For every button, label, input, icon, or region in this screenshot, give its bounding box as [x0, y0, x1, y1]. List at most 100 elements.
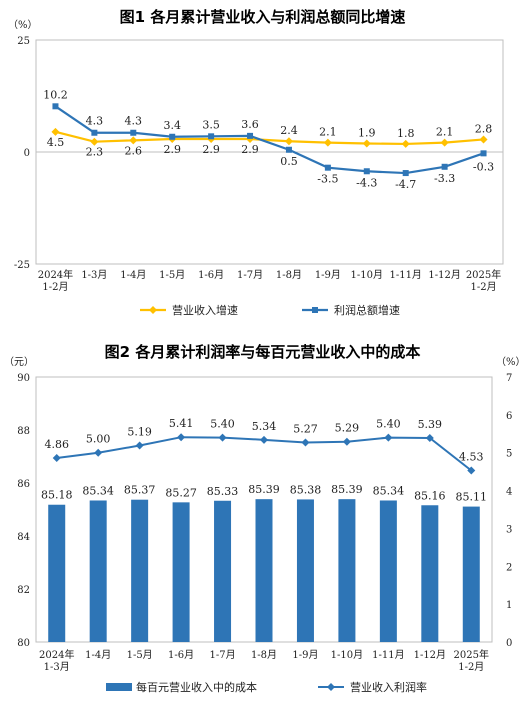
data-label-margin: 5.29 — [335, 422, 360, 435]
data-label-margin: 5.41 — [169, 417, 194, 430]
x-tick-label: 1-12月 — [428, 269, 460, 281]
data-point-profit — [247, 132, 254, 139]
data-label-cost: 85.33 — [207, 485, 239, 498]
data-label-margin: 4.86 — [44, 438, 69, 451]
data-label-profit: 3.6 — [241, 118, 259, 131]
data-point-revenue — [362, 139, 371, 148]
data-point-revenue — [51, 127, 60, 136]
bar-cost — [296, 499, 314, 642]
data-point-profit — [402, 170, 409, 177]
data-label-revenue: 2.1 — [436, 126, 454, 139]
data-label-profit: 3.4 — [163, 119, 181, 132]
data-point-profit — [324, 164, 331, 171]
data-label-cost: 85.16 — [414, 489, 446, 502]
y-tick-label-right: 1 — [506, 600, 512, 611]
data-point-revenue — [401, 139, 410, 148]
data-point-profit — [208, 133, 215, 140]
x-tick-label: 1-4月 — [85, 649, 111, 661]
legend-marker-margin — [327, 683, 335, 691]
y-tick-label-right: 6 — [506, 411, 512, 422]
x-tick-label: 2025年 1-2月 — [466, 268, 501, 293]
x-tick-label: 1-9月 — [315, 269, 341, 281]
y-tick-label-right: 4 — [506, 487, 512, 498]
data-label-revenue: 4.5 — [47, 136, 65, 149]
x-tick-label: 1-9月 — [292, 649, 318, 661]
x-tick-label: 2024年 1-2月 — [38, 268, 73, 293]
data-label-profit: -4.3 — [356, 176, 377, 189]
x-tick-label: 1-4月 — [120, 269, 146, 281]
chart-title: 图2 各月累计利润率与每百元营业收入中的成本 — [104, 343, 421, 361]
bar-cost — [214, 500, 232, 642]
y-tick-label: 25 — [17, 36, 30, 47]
data-label-profit: 10.2 — [43, 88, 68, 101]
data-label-cost: 85.34 — [82, 484, 114, 497]
bar-cost — [172, 502, 190, 642]
data-point-margin — [425, 433, 434, 442]
x-tick-label: 1-7月 — [209, 649, 235, 661]
y-tick-label-left: 86 — [17, 479, 30, 490]
x-tick-label: 1-5月 — [159, 269, 185, 281]
figure-2: 图2 各月累计利润率与每百元营业收入中的成本 （元） （%） 90 88 86 84 82 8… — [0, 335, 525, 703]
data-label-revenue: 2.9 — [241, 143, 259, 156]
data-point-margin — [218, 433, 227, 442]
data-label-profit: -0.3 — [473, 160, 494, 173]
legend-swatch-cost — [106, 683, 132, 691]
x-tick-label: 1-10月 — [331, 649, 363, 661]
bar-cost — [338, 499, 356, 642]
x-tick-label: 1-6月 — [168, 649, 194, 661]
data-label-cost: 85.39 — [248, 483, 280, 496]
data-point-margin — [384, 433, 393, 442]
data-point-profit — [91, 129, 98, 136]
legend-label-cost: 每百元营业收入中的成本 — [136, 680, 257, 694]
data-point-profit — [285, 146, 292, 153]
data-point-margin — [52, 454, 61, 463]
y-axis-label-left: （元） — [4, 356, 34, 368]
legend-label-revenue: 营业收入增速 — [172, 303, 238, 317]
x-tick-label: 1-3月 — [81, 269, 107, 281]
y-tick-label-right: 5 — [506, 449, 512, 460]
x-tick-label: 1-5月 — [127, 649, 153, 661]
data-point-margin — [135, 441, 144, 450]
legend-label-profit: 利润总额增速 — [334, 303, 400, 317]
figure-1: 图1 各月累计营业收入与利润总额同比增速 （%） 25 0 -25 2024年 1-2月 1… — [0, 0, 525, 330]
series-line-revenue — [55, 130, 484, 146]
data-point-margin — [94, 448, 103, 457]
data-point-revenue — [440, 138, 449, 147]
y-tick-label-left: 84 — [17, 532, 30, 543]
chart-title: 图1 各月累计营业收入与利润总额同比增速 — [119, 8, 406, 26]
data-label-revenue: 2.3 — [86, 146, 104, 159]
data-label-cost: 85.37 — [124, 484, 156, 497]
bar-cost — [379, 500, 397, 642]
data-point-profit — [480, 150, 487, 157]
bar-cost — [421, 505, 439, 642]
data-label-margin: 5.39 — [418, 418, 443, 431]
x-tick-label: 1-11月 — [372, 649, 404, 661]
data-point-profit — [441, 163, 448, 170]
x-tick-label: 1-11月 — [389, 269, 421, 281]
data-point-revenue — [323, 138, 332, 147]
data-point-profit — [363, 168, 370, 175]
bar-cost — [131, 499, 149, 642]
data-label-margin: 5.40 — [210, 418, 235, 431]
data-label-revenue: 2.8 — [475, 122, 493, 135]
data-label-cost: 85.34 — [373, 484, 405, 497]
data-label-cost: 85.39 — [331, 483, 363, 496]
data-point-revenue — [284, 137, 293, 146]
data-point-revenue — [129, 136, 138, 145]
data-label-profit: 4.3 — [125, 115, 143, 128]
data-label-profit: -3.5 — [317, 173, 338, 186]
y-tick-label-left: 82 — [17, 585, 30, 596]
data-label-profit: 0.5 — [280, 155, 298, 168]
y-axis-label-right: （%） — [496, 356, 525, 368]
series-line-profit — [54, 105, 484, 175]
bar-cost — [48, 504, 66, 642]
data-label-revenue: 2.9 — [202, 143, 220, 156]
data-point-profit — [169, 133, 176, 140]
y-tick-label-right: 3 — [506, 524, 512, 535]
bar-cost — [255, 499, 273, 642]
data-label-cost: 85.11 — [456, 491, 488, 504]
x-tick-label: 1-12月 — [414, 649, 446, 661]
chart-1-svg: （%） 25 0 -25 2024年 1-2月 1-3月 1-4月 1-5月 1-6月 1-7月 1-… — [8, 19, 504, 317]
chart-2-svg: （元） （%） 90 88 86 84 82 80 7 6 5 4 3 2 1 0 2024年 1-3月 1-4月 1… — [4, 356, 525, 694]
data-point-revenue — [479, 135, 488, 144]
